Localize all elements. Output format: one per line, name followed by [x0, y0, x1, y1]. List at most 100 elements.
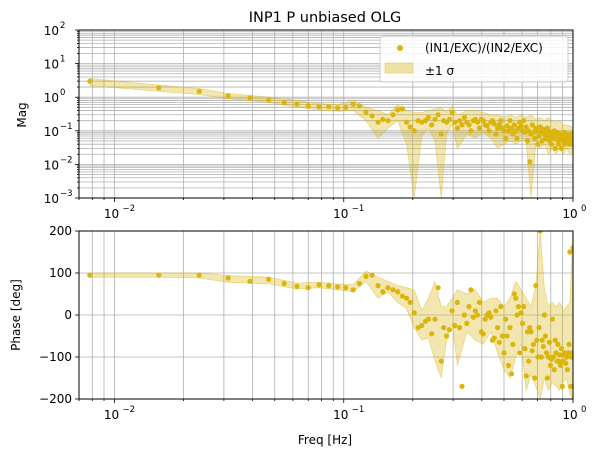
data-point: [390, 287, 396, 293]
x-tick-label: 10: [104, 408, 119, 422]
data-point: [546, 339, 553, 345]
data-point: [540, 343, 546, 350]
data-point: [316, 104, 322, 110]
data-point: [369, 113, 375, 119]
data-point: [466, 304, 472, 310]
x-tick-exponent: −2: [123, 405, 136, 415]
data-point: [446, 116, 452, 122]
data-point: [519, 320, 526, 326]
data-point: [556, 358, 562, 364]
data-point: [529, 348, 535, 354]
data-point: [395, 289, 401, 295]
data-point: [518, 123, 524, 129]
data-point: [461, 312, 467, 318]
x-tick-label: 10: [104, 207, 119, 221]
data-point: [488, 314, 494, 320]
data-point: [568, 383, 573, 389]
data-point: [551, 367, 557, 373]
data-point: [501, 350, 507, 356]
axes-frame: [78, 29, 574, 199]
data-point: [316, 282, 322, 288]
data-point: [522, 346, 528, 352]
data-point: [266, 97, 272, 103]
data-point: [156, 85, 162, 91]
data-point: [498, 304, 504, 310]
y-tick-label: 10: [44, 24, 59, 38]
y-tick-label: −100: [39, 350, 72, 364]
data-point: [505, 362, 512, 368]
data-point: [422, 118, 428, 124]
data-point: [536, 325, 542, 331]
data-point: [369, 272, 375, 278]
data-point: [343, 285, 349, 291]
x-tick-label: 10: [333, 408, 348, 422]
data-point: [459, 122, 465, 128]
data-point: [446, 327, 452, 333]
data-point: [454, 125, 460, 131]
data-point: [411, 128, 417, 134]
data-point: [385, 118, 391, 124]
data-point: [523, 373, 529, 379]
data-point: [468, 287, 474, 293]
data-point: [503, 316, 509, 322]
data-point: [565, 350, 571, 356]
data-point: [567, 249, 573, 255]
y-tick-exponent: −3: [60, 189, 73, 199]
data-point: [335, 284, 341, 290]
data-point: [541, 312, 548, 318]
data-point: [523, 124, 529, 130]
data-point: [521, 118, 527, 124]
data-point: [504, 123, 510, 129]
data-point: [507, 325, 513, 331]
data-point: [564, 354, 570, 360]
data-point: [432, 316, 438, 322]
data-point: [461, 114, 467, 120]
data-point: [510, 341, 516, 347]
x-tick-exponent: −1: [352, 204, 365, 214]
data-point: [493, 131, 499, 137]
x-tick-exponent: 0: [581, 405, 586, 415]
data-point: [454, 299, 460, 305]
data-point: [508, 371, 515, 377]
data-point: [474, 312, 481, 318]
data-point: [544, 375, 551, 381]
data-point: [563, 360, 569, 366]
y-tick-label: 10: [44, 158, 59, 172]
data-point: [380, 289, 386, 295]
data-point: [247, 95, 253, 101]
data-point: [498, 118, 504, 124]
data-point: [466, 122, 472, 128]
data-point: [535, 141, 541, 147]
data-point: [491, 335, 497, 341]
data-point: [514, 135, 520, 141]
data-point: [543, 350, 550, 356]
data-point: [557, 352, 563, 358]
data-point: [281, 280, 287, 287]
data-point: [294, 101, 300, 107]
data-point: [493, 308, 499, 314]
data-point: [480, 118, 486, 124]
data-point: [464, 320, 470, 326]
data-point: [482, 316, 488, 322]
data-point: [156, 272, 162, 278]
data-point: [549, 316, 556, 322]
data-point: [407, 124, 413, 130]
data-point: [532, 375, 538, 381]
data-point: [501, 128, 507, 134]
data-point: [305, 285, 311, 291]
data-point: [527, 325, 533, 331]
y-tick-label: 10: [44, 125, 59, 139]
data-point: [356, 103, 362, 109]
data-point: [350, 101, 356, 107]
y-tick-label: 0: [64, 308, 72, 322]
data-point: [491, 121, 497, 127]
data-point: [476, 299, 483, 305]
data-point: [385, 285, 391, 291]
legend-entry-measurement: (IN1/EXC)/(IN2/EXC): [425, 41, 543, 55]
data-point: [511, 291, 517, 297]
data-point: [514, 312, 520, 318]
data-point: [225, 93, 231, 99]
data-point: [530, 341, 537, 347]
x-tick-exponent: −2: [123, 204, 136, 214]
data-point: [511, 122, 517, 128]
